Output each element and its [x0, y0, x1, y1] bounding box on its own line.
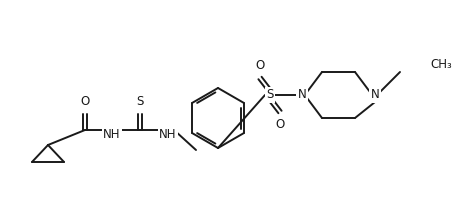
Text: N: N	[297, 89, 306, 102]
Text: S: S	[136, 95, 144, 108]
Text: O: O	[80, 95, 89, 108]
Text: CH₃: CH₃	[429, 59, 451, 71]
Text: S: S	[266, 89, 273, 102]
Text: NH: NH	[159, 128, 176, 141]
Text: NH: NH	[103, 128, 120, 141]
Text: N: N	[370, 89, 379, 102]
Text: O: O	[255, 59, 264, 72]
Text: O: O	[275, 118, 284, 131]
